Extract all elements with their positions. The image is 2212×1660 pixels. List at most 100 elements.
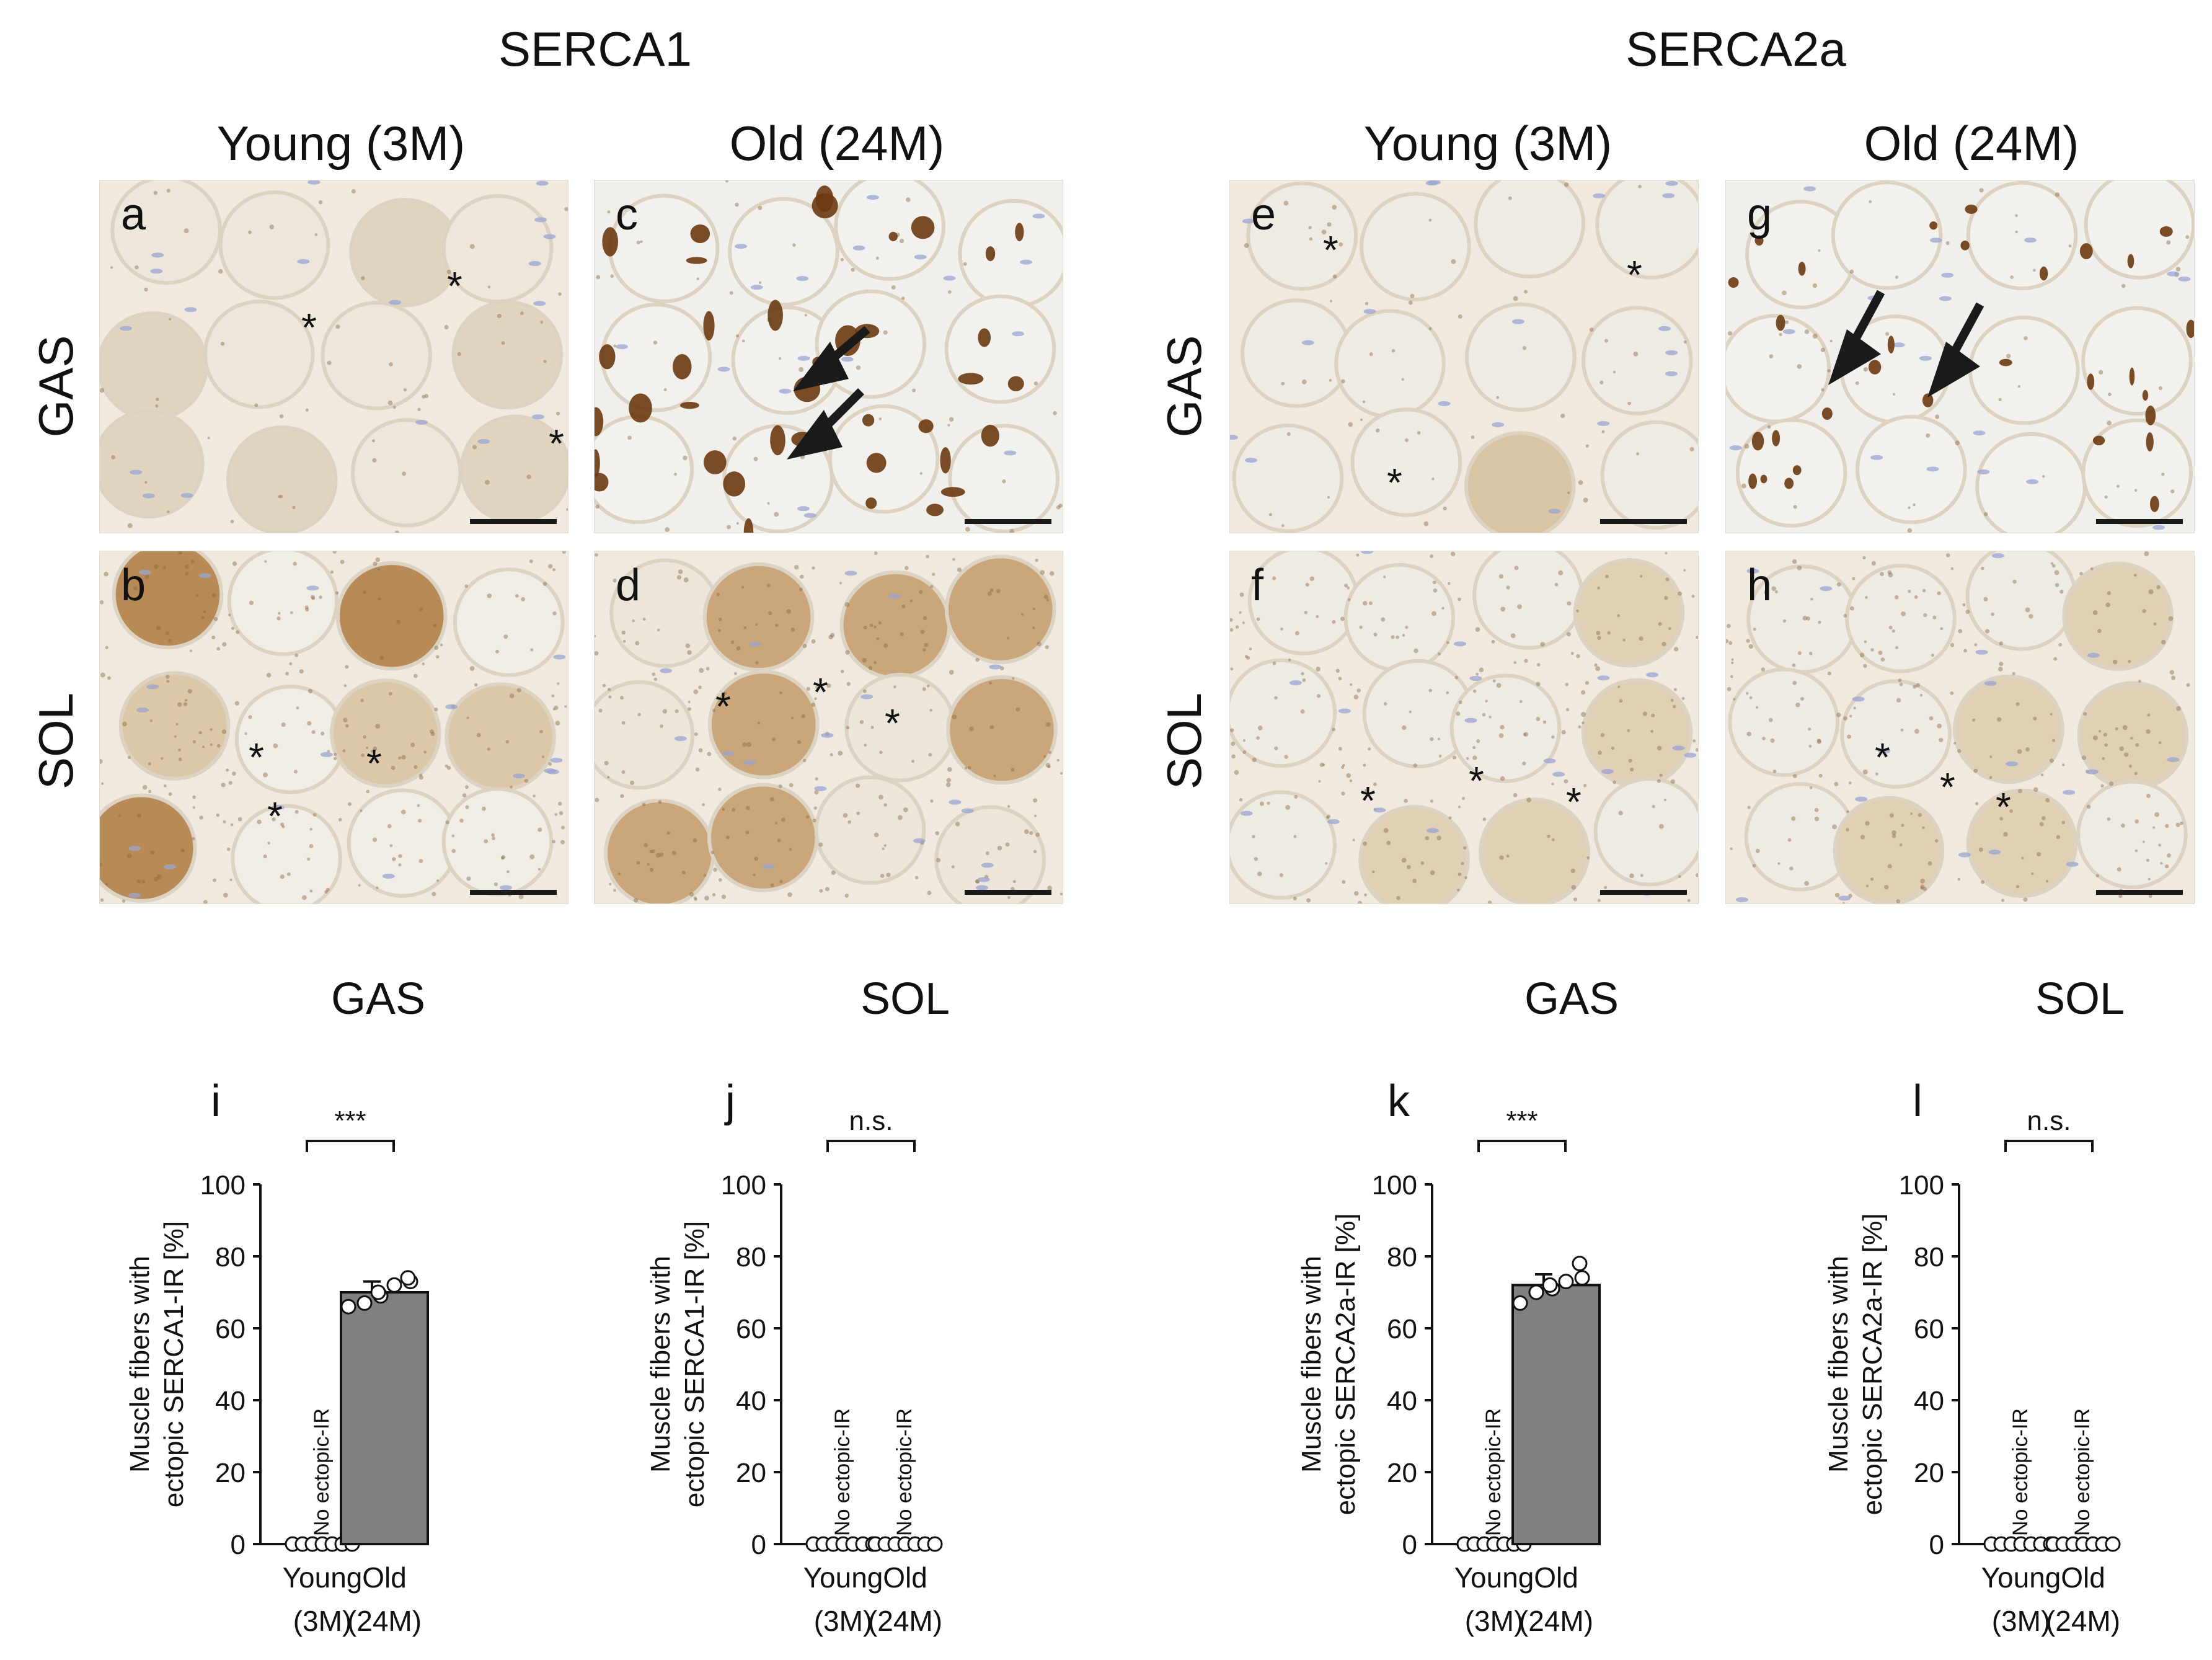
stain-speckle [100,388,105,393]
stain-speckle [2170,489,2175,494]
nucleus [1991,553,2004,559]
arrow-icon [793,326,870,391]
row-label-gas-right: GAS [1157,335,1211,438]
stain-speckle [2086,804,2091,809]
ectopic-deposit [2039,266,2048,281]
stain-speckle [757,722,761,725]
stain-speckle [598,708,603,713]
stain-speckle [775,822,778,825]
micrograph-h: h * * * [1725,551,2195,904]
stain-speckle [952,557,955,561]
nucleus [2087,652,2100,658]
stain-speckle [222,642,227,647]
stain-speckle [538,868,541,871]
nucleus [803,513,816,518]
nucleus [1892,342,1905,348]
stain-speckle [554,705,559,711]
stain-speckle [880,874,885,878]
stain-speckle [610,274,614,278]
stain-speckle [1417,431,1421,435]
stain-speckle [1978,847,1983,852]
data-point [2105,1536,2121,1552]
row-label-sol-right: SOL [1157,692,1211,790]
ectopic-deposit [2127,254,2135,269]
stain-speckle [1599,380,1604,384]
ectopic-deposit [2146,432,2154,452]
stain-speckle [644,843,648,848]
stain-speckle [1792,663,1796,667]
stain-speckle [1475,672,1479,676]
y-axis-label: ectopic SERCA1-IR [%] [679,1221,710,1507]
nucleus [544,768,557,774]
nucleus [1941,272,1954,278]
stain-speckle [2003,832,2008,837]
stain-speckle [226,768,229,772]
stain-speckle [1888,626,1893,629]
nucleus [320,752,333,757]
stain-speckle [465,805,469,809]
stain-speckle [1029,831,1033,835]
stain-speckle [1401,378,1404,381]
stain-speckle [223,820,226,823]
y-axis-label: ectopic SERCA2a-IR [%] [1857,1214,1888,1516]
stain-speckle [2024,336,2028,340]
stain-speckle [1756,706,1759,709]
stain-speckle [1561,730,1566,735]
muscle-fiber [1581,306,1693,415]
stain-speckle [696,277,700,280]
stain-speckle [202,745,205,748]
stain-speckle [1910,812,1913,815]
stain-speckle [1808,744,1812,748]
stain-speckle [911,760,915,763]
stain-speckle [1293,835,1297,838]
stain-speckle [2055,192,2060,197]
stain-speckle [779,880,783,884]
stain-speckle [2146,858,2150,862]
nucleus [914,254,927,260]
stain-speckle [400,809,406,815]
stain-speckle [1887,570,1892,575]
stain-speckle [758,205,763,210]
stain-speckle [946,778,952,783]
fiber-marker: * [301,305,317,350]
stain-speckle [1342,763,1345,767]
stain-speckle [2095,874,2099,877]
stain-speckle [996,588,1001,593]
stain-speckle [1617,685,1621,688]
stain-speckle [1457,889,1460,892]
stain-speckle [1870,648,1874,652]
stain-speckle [156,625,161,631]
stain-speckle [2158,386,2162,391]
stain-speckle [1651,713,1655,717]
stain-speckle [1832,824,1837,830]
stain-speckle [1288,659,1291,662]
ectopic-deposit [1798,262,1806,276]
nucleus [445,704,458,709]
stain-speckle [721,894,727,899]
tissue-texture [100,551,568,903]
stain-speckle [1896,698,1901,703]
nucleus [2066,861,2079,867]
stain-speckle [1657,745,1662,751]
stain-speckle [1939,737,1944,742]
stain-speckle [230,520,234,523]
stain-speckle [1344,584,1348,588]
stain-speckle [1884,885,1889,890]
stain-speckle [501,854,506,859]
nucleus [717,366,730,372]
stain-speckle [1769,717,1773,722]
stain-speckle [930,799,934,803]
stain-speckle [1950,567,1954,570]
stain-speckle [1834,782,1839,786]
stain-speckle [2156,585,2161,590]
stain-speckle [180,848,184,853]
stain-speckle [487,593,492,598]
stain-speckle [758,281,762,284]
stain-speckle [640,240,643,244]
stain-speckle [1254,857,1258,861]
stain-speckle [127,523,133,528]
stain-speckle [1777,862,1781,865]
stain-speckle [281,825,285,828]
stain-speckle [1914,595,1918,599]
y-tick-label: 40 [1914,1386,1944,1416]
